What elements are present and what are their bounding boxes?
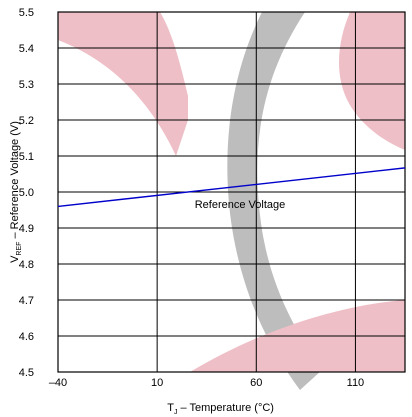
plot-frame <box>57 11 406 373</box>
x-axis-title: TJ – Temperature (°C) <box>167 402 274 416</box>
y-tick-label: 5.0 <box>19 187 34 199</box>
plot-area: 4.5 4.6 4.7 4.8 4.9 5.0 5.1 5.2 5.3 5.4 5.5 –40 10 60… <box>9 7 406 416</box>
y-tick-label: 4.6 <box>19 331 34 343</box>
y-tick-label: 5.4 <box>19 43 34 55</box>
x-tick-label: 110 <box>347 377 365 389</box>
y-tick-label: 4.7 <box>19 295 34 307</box>
x-tick-label: 10 <box>151 377 163 389</box>
watermark-gray-shape <box>227 12 322 390</box>
watermark-pink-shape-right <box>338 12 405 150</box>
x-tick-label: –40 <box>49 377 67 389</box>
y-tick-label: 5.3 <box>19 79 34 91</box>
annotation-reference-voltage: Reference Voltage <box>195 199 286 211</box>
y-tick-label: 5.5 <box>19 7 34 19</box>
y-tick-label: 5.1 <box>19 151 34 163</box>
y-tick-label: 4.8 <box>19 259 34 271</box>
x-tick-label: 60 <box>250 377 262 389</box>
y-tick-label: 5.2 <box>19 115 34 127</box>
y-tick-label: 4.5 <box>19 367 34 379</box>
y-tick-label: 4.9 <box>19 223 34 235</box>
series-line-reference-voltage <box>57 167 406 208</box>
y-axis-title: VREF – Reference Voltage (V) <box>9 121 23 263</box>
